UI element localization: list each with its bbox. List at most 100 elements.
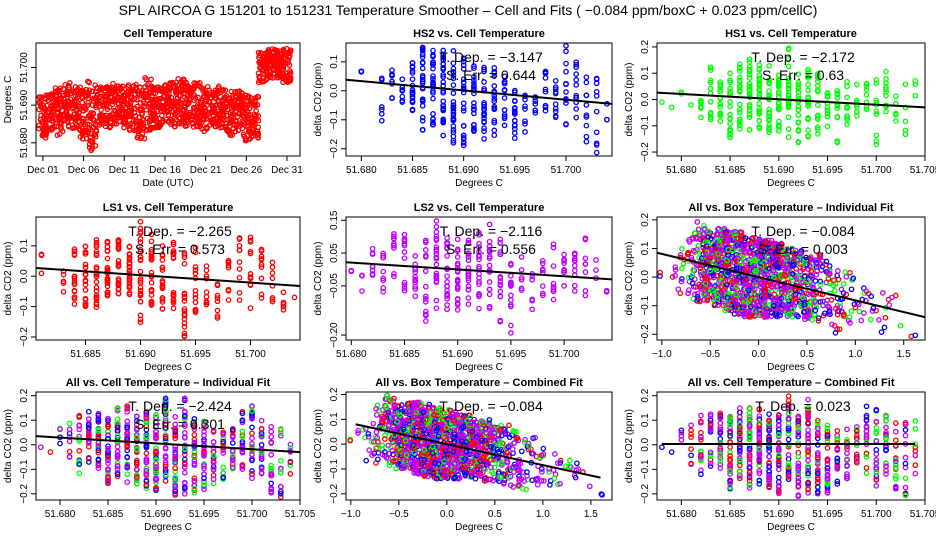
data-point	[486, 291, 493, 298]
data-point	[844, 78, 850, 85]
data-point	[134, 103, 141, 110]
data-point	[444, 295, 450, 302]
data-point	[162, 467, 169, 473]
data-point	[378, 104, 385, 110]
data-point	[808, 256, 815, 263]
data-point	[831, 277, 837, 284]
x-axis-label: Degrees C	[767, 178, 815, 189]
data-point	[583, 102, 590, 108]
data-point	[239, 125, 246, 132]
data-point	[690, 283, 697, 290]
fit-line	[36, 435, 300, 454]
y-tick-label: 0.0	[329, 83, 340, 97]
data-point	[133, 434, 140, 441]
data-point	[255, 124, 262, 131]
t-dep-annotation: T. Dep. = −2.424	[128, 398, 232, 414]
data-point	[258, 470, 265, 477]
data-point	[698, 114, 704, 121]
data-point	[756, 75, 763, 81]
data-point	[126, 259, 133, 266]
data-point	[71, 294, 78, 301]
x-tick-label: 51.700	[861, 165, 892, 176]
data-point	[430, 47, 436, 54]
data-point	[481, 85, 487, 92]
data-point	[440, 47, 447, 54]
data-point	[124, 479, 131, 485]
data-point	[695, 226, 702, 233]
data-point	[486, 279, 493, 285]
data-point	[844, 94, 850, 101]
data-point	[79, 90, 86, 97]
data-point	[191, 432, 198, 438]
data-point	[258, 433, 265, 440]
panel-title: All vs. Cell Temperature – Individual Fi…	[66, 377, 271, 389]
data-point	[754, 240, 760, 247]
data-point	[378, 106, 385, 113]
fit-line	[657, 91, 925, 109]
data-point	[465, 251, 472, 257]
data-point	[150, 115, 157, 122]
plot-frame	[656, 216, 926, 341]
data-point	[746, 86, 753, 93]
data-point	[229, 457, 236, 464]
data-point	[824, 93, 831, 100]
data-point	[142, 94, 148, 101]
t-dep-annotation: T. Dep. = −2.172	[751, 49, 855, 65]
data-point	[95, 426, 102, 433]
data-point	[422, 296, 429, 302]
data-point	[85, 416, 92, 422]
data-point	[269, 264, 276, 271]
data-point	[476, 291, 482, 298]
data-point	[220, 98, 227, 105]
data-point	[497, 240, 504, 246]
data-point	[88, 147, 95, 154]
data-point	[465, 237, 472, 244]
data-point	[47, 449, 54, 455]
data-point	[373, 405, 379, 412]
data-point	[249, 408, 255, 415]
data-point	[124, 406, 131, 412]
data-point	[124, 463, 131, 470]
data-point	[707, 286, 714, 293]
data-point	[201, 463, 207, 469]
data-point	[840, 313, 847, 319]
data-point	[104, 283, 111, 290]
data-point	[795, 128, 802, 134]
data-point	[552, 114, 559, 121]
data-point	[102, 97, 109, 104]
data-point	[63, 106, 70, 113]
data-point	[128, 112, 135, 119]
data-point	[255, 132, 261, 138]
data-point	[153, 477, 159, 483]
data-point	[550, 244, 557, 251]
data-point	[71, 246, 78, 252]
data-point	[703, 251, 709, 258]
data-point	[419, 117, 426, 124]
data-point	[583, 133, 590, 140]
data-point	[714, 231, 721, 238]
data-point	[36, 122, 42, 129]
data-point	[756, 111, 763, 117]
data-point	[143, 485, 150, 492]
data-point	[95, 462, 102, 469]
data-point	[460, 62, 467, 69]
data-point	[766, 250, 773, 257]
data-point	[82, 261, 89, 268]
data-point	[804, 311, 810, 317]
data-point	[401, 282, 408, 288]
data-point	[264, 75, 271, 82]
y-tick-label: −0.2	[19, 327, 30, 347]
data-point	[460, 123, 467, 129]
data-point	[369, 245, 376, 252]
data-point	[242, 137, 249, 144]
data-point	[124, 431, 131, 438]
data-point	[236, 236, 243, 242]
data-point	[181, 412, 188, 419]
data-point	[249, 468, 255, 474]
data-point	[92, 133, 99, 140]
data-point	[191, 424, 198, 430]
data-point	[703, 243, 710, 250]
data-point	[824, 123, 831, 130]
data-point	[79, 115, 85, 122]
data-point	[795, 107, 802, 113]
